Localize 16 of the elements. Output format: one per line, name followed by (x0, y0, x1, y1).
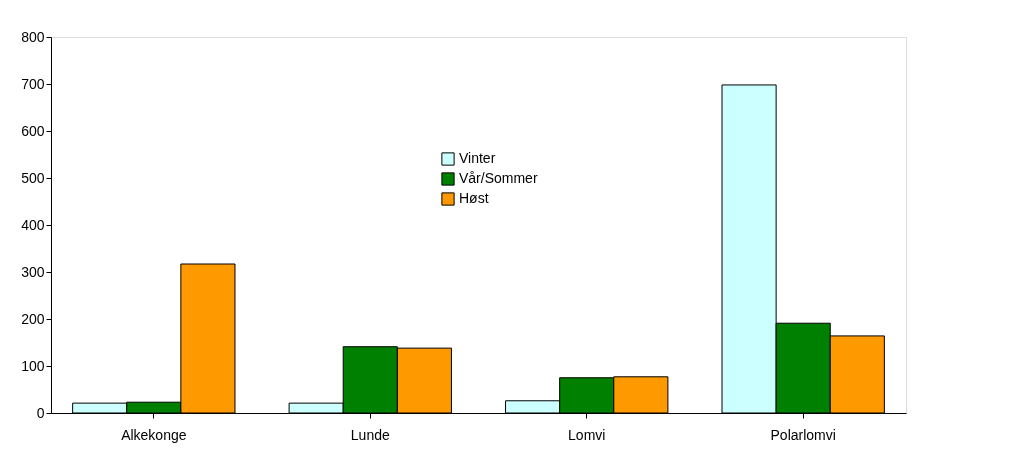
y-tick-label: 700 (21, 75, 45, 92)
y-tick-label: 0 (36, 404, 45, 421)
y-tick-label: 400 (21, 216, 45, 233)
y-tick-label: 300 (21, 263, 45, 280)
legend-label: Høst (459, 190, 489, 206)
x-tick-label: Polarlomvi (770, 426, 836, 443)
legend-label: Vår/Sommer (459, 170, 538, 186)
y-tick-label: 100 (21, 357, 45, 374)
x-tick-label: Alkekonge (121, 426, 187, 443)
x-tick-label: Lunde (350, 426, 390, 443)
y-tick-label: 500 (21, 169, 45, 186)
x-tick-label: Lomvi (568, 426, 606, 443)
legend-label: Vinter (459, 150, 496, 166)
y-tick-label: 600 (21, 122, 45, 139)
y-tick-label: 800 (21, 28, 45, 45)
y-tick-label: 200 (21, 310, 45, 327)
